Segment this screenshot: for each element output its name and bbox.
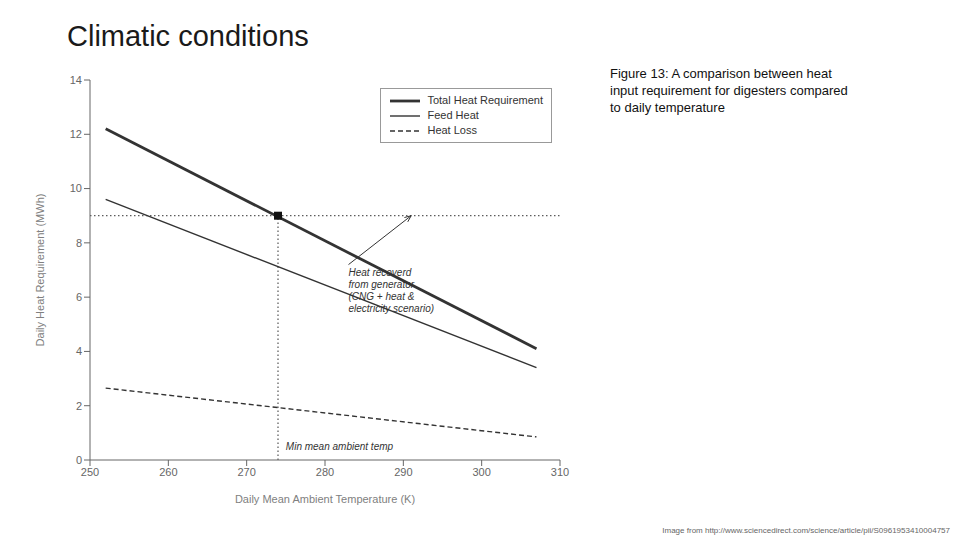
html-text:Image from http://www.scienced: Image from http://www.sciencedirect.com/…	[662, 526, 950, 535]
html-text:Heat Loss: Heat Loss	[427, 124, 477, 136]
svg-text:8: 8	[76, 237, 82, 249]
svg-text:4: 4	[76, 345, 82, 357]
svg-text:270: 270	[237, 466, 255, 478]
html-text:Total Heat Requirement: Total Heat Requirement	[427, 94, 543, 106]
svg-text:0: 0	[76, 454, 82, 466]
svg-text:280: 280	[316, 466, 334, 478]
svg-text:Daily Mean Ambient Temperature: Daily Mean Ambient Temperature (K)	[235, 493, 415, 505]
svg-text:260: 260	[159, 466, 177, 478]
svg-text:10: 10	[70, 182, 82, 194]
svg-text:250: 250	[81, 466, 99, 478]
html-text:Figure 13: A comparison betwee: Figure 13: A comparison between heat inp…	[610, 66, 848, 115]
svg-text:310: 310	[551, 466, 569, 478]
svg-text:300: 300	[472, 466, 490, 478]
html-text:Climatic conditions: Climatic conditions	[67, 20, 309, 52]
svg-text:Heat recoverdfrom generator(CN: Heat recoverdfrom generator(CNG + heat &…	[349, 267, 435, 314]
svg-text:14: 14	[70, 74, 82, 86]
svg-text:6: 6	[76, 291, 82, 303]
svg-text:Min mean ambient temp: Min mean ambient temp	[286, 441, 394, 452]
svg-text:290: 290	[394, 466, 412, 478]
svg-text:Daily Heat Requirement (MWh): Daily Heat Requirement (MWh)	[34, 194, 46, 347]
svg-text:12: 12	[70, 128, 82, 140]
html-text:Feed Heat: Feed Heat	[427, 109, 479, 121]
svg-text:2: 2	[76, 400, 82, 412]
